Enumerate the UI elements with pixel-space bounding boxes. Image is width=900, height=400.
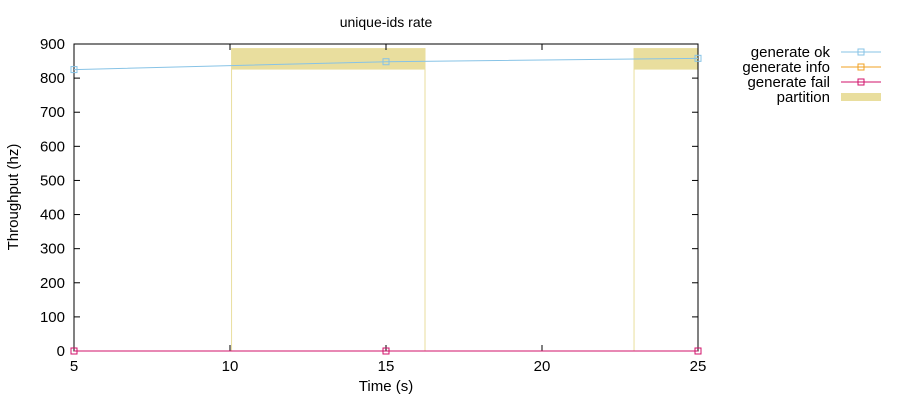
x-tick-label: 25 <box>690 358 707 375</box>
y-tick-label: 400 <box>40 207 65 224</box>
series-point <box>382 347 390 355</box>
x-axis-label: Time (s) <box>359 378 413 395</box>
series-point <box>382 58 390 66</box>
legend-label: partition <box>777 89 830 106</box>
tick-layer: 5 10 15 20 25 0 100 200 300 400 500 600 700 800 900 <box>40 36 706 375</box>
series-layer <box>70 54 702 355</box>
x-tick-label: 20 <box>534 358 551 375</box>
y-tick-label: 0 <box>57 343 65 360</box>
chart-title: unique-ids rate <box>340 14 433 30</box>
y-tick-label: 500 <box>40 172 65 189</box>
y-tick-label: 300 <box>40 241 65 258</box>
series-point <box>694 54 702 62</box>
y-tick-label: 900 <box>40 36 65 53</box>
legend-marker-1 <box>857 63 865 71</box>
legend-partition-swatch <box>841 93 881 101</box>
series-point <box>70 66 78 74</box>
legend-label: generate info <box>742 59 830 76</box>
x-tick-label: 5 <box>70 358 78 375</box>
x-tick-label: 15 <box>378 358 395 375</box>
plot-frame <box>73 43 699 352</box>
y-tick-label: 200 <box>40 275 65 292</box>
series-line-0 <box>73 57 699 71</box>
y-tick-label: 700 <box>40 104 65 121</box>
legend-label: generate ok <box>751 44 831 61</box>
series-point <box>694 347 702 355</box>
partition-layer <box>231 48 698 351</box>
y-tick-label: 600 <box>40 138 65 155</box>
y-tick-label: 100 <box>40 309 65 326</box>
partition-band-0 <box>231 48 425 70</box>
legend-marker-2 <box>857 78 865 86</box>
y-tick-label: 800 <box>40 70 65 87</box>
x-tick-label: 10 <box>222 358 239 375</box>
legend-label: generate fail <box>747 74 830 91</box>
y-axis-label: Throughput (hz) <box>5 144 22 251</box>
series-point <box>70 347 78 355</box>
legend-marker-0 <box>857 48 865 56</box>
